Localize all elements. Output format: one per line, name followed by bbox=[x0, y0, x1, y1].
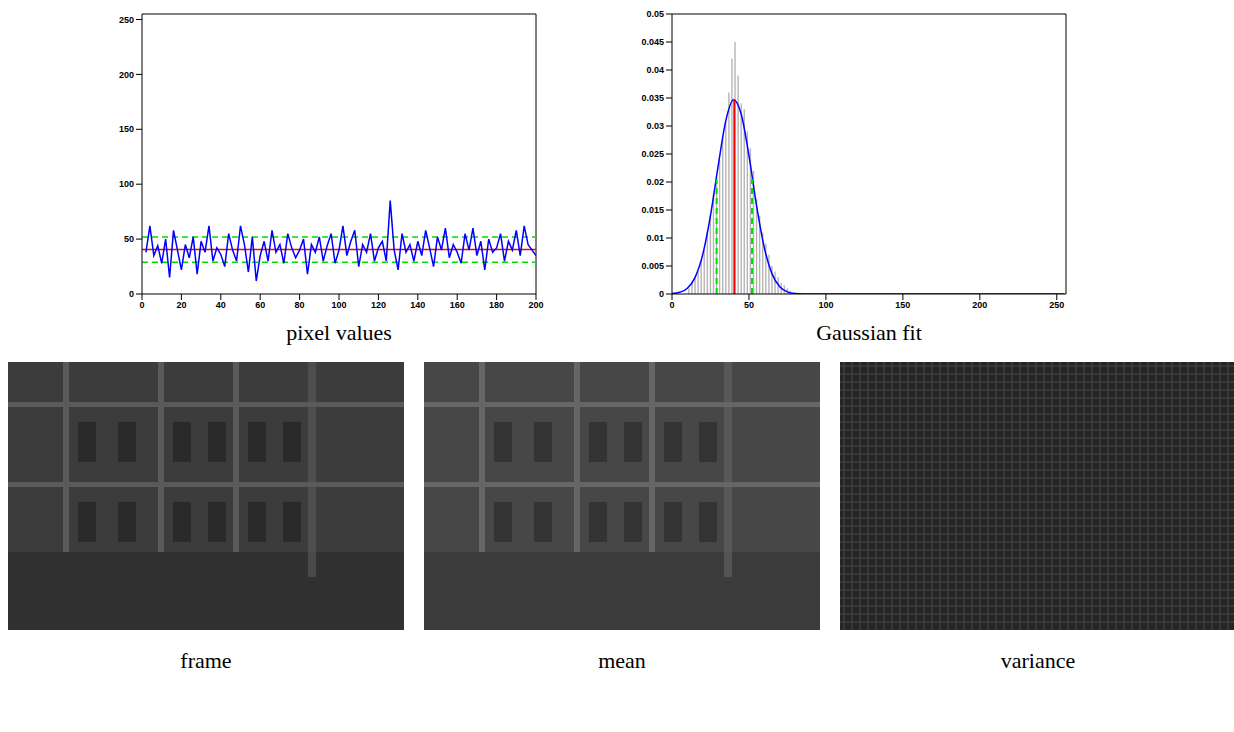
svg-text:0: 0 bbox=[139, 300, 144, 310]
svg-text:0.005: 0.005 bbox=[641, 261, 664, 271]
html-text:pixel values: pixel values bbox=[286, 320, 392, 345]
svg-text:0.05: 0.05 bbox=[646, 9, 664, 19]
svg-text:150: 150 bbox=[895, 300, 910, 310]
svg-text:0.03: 0.03 bbox=[646, 121, 664, 131]
svg-text:100: 100 bbox=[818, 300, 833, 310]
svg-text:80: 80 bbox=[295, 300, 305, 310]
svg-text:150: 150 bbox=[119, 124, 134, 134]
svg-text:0.04: 0.04 bbox=[646, 65, 664, 75]
svg-text:0.02: 0.02 bbox=[646, 177, 664, 187]
svg-text:100: 100 bbox=[119, 179, 134, 189]
html-text:mean: mean bbox=[598, 648, 646, 673]
svg-text:200: 200 bbox=[528, 300, 543, 310]
html-text:Gaussian fit: Gaussian fit bbox=[816, 320, 922, 345]
svg-text:50: 50 bbox=[744, 300, 754, 310]
svg-text:0: 0 bbox=[669, 300, 674, 310]
svg-text:0.015: 0.015 bbox=[641, 205, 664, 215]
svg-text:250: 250 bbox=[1049, 300, 1064, 310]
svg-text:0.045: 0.045 bbox=[641, 37, 664, 47]
svg-text:50: 50 bbox=[124, 234, 134, 244]
svg-text:180: 180 bbox=[489, 300, 504, 310]
svg-text:0.035: 0.035 bbox=[641, 93, 664, 103]
svg-text:20: 20 bbox=[176, 300, 186, 310]
svg-text:100: 100 bbox=[331, 300, 346, 310]
svg-text:0: 0 bbox=[659, 289, 664, 299]
html-text:frame: frame bbox=[180, 648, 232, 673]
svg-text:120: 120 bbox=[371, 300, 386, 310]
svg-text:200: 200 bbox=[972, 300, 987, 310]
svg-text:160: 160 bbox=[450, 300, 465, 310]
svg-text:60: 60 bbox=[255, 300, 265, 310]
html-text:variance: variance bbox=[1000, 648, 1076, 673]
svg-text:0.025: 0.025 bbox=[641, 149, 664, 159]
svg-text:140: 140 bbox=[410, 300, 425, 310]
svg-text:0: 0 bbox=[129, 289, 134, 299]
svg-text:0.01: 0.01 bbox=[646, 233, 664, 243]
svg-text:250: 250 bbox=[119, 15, 134, 25]
svg-text:40: 40 bbox=[216, 300, 226, 310]
svg-text:200: 200 bbox=[119, 70, 134, 80]
